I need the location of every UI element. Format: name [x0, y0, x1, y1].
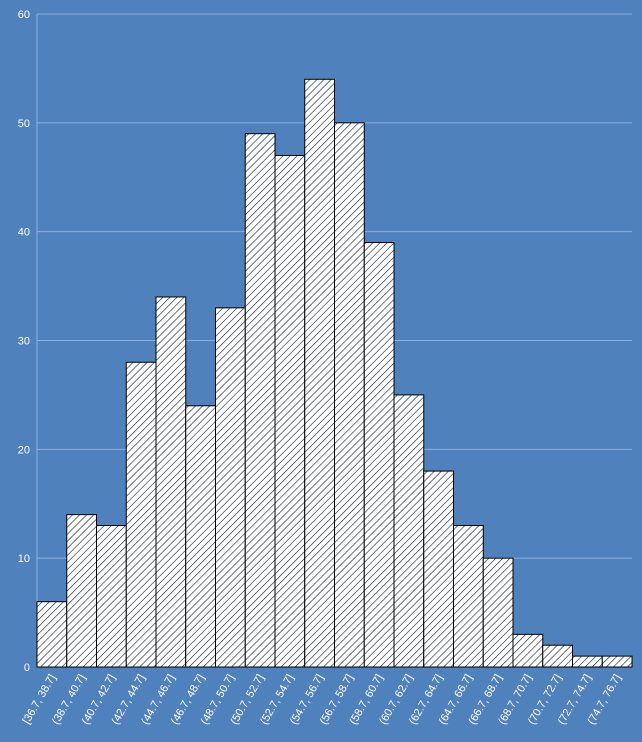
- histogram-bar: [512, 633, 544, 668]
- histogram-bar: [125, 361, 157, 668]
- y-tick-label: 0: [24, 662, 30, 674]
- histogram-bar: [155, 296, 187, 668]
- histogram-bar: [393, 394, 425, 668]
- histogram-bar: [274, 154, 306, 668]
- histogram-bar: [66, 514, 97, 668]
- histogram-bar: [334, 122, 365, 668]
- y-tick-label: 60: [18, 9, 30, 21]
- y-axis-ticks: 0 10 20 30 40 50 60: [18, 9, 30, 674]
- histogram-bar: [601, 655, 633, 668]
- histogram-bar: [304, 78, 335, 668]
- y-tick-label: 40: [18, 227, 30, 239]
- histogram-bar: [244, 133, 276, 668]
- y-tick-label: 20: [18, 444, 30, 456]
- histogram-bar: [363, 242, 395, 668]
- histogram-bar: [453, 525, 484, 668]
- y-tick-label: 10: [18, 553, 30, 565]
- y-tick-label: 30: [18, 336, 30, 348]
- bars: [36, 78, 633, 668]
- y-tick-label: 50: [18, 118, 30, 130]
- histogram-bar: [423, 470, 454, 668]
- histogram-bar: [572, 655, 603, 668]
- histogram-bar: [185, 405, 216, 668]
- histogram-bar: [36, 601, 68, 668]
- histogram-bar: [482, 557, 514, 668]
- x-axis-ticks: [36.7, 38.7](38.7, 40.7](40.7, 42.7](42.…: [21, 673, 624, 727]
- histogram-bar: [542, 644, 573, 668]
- histogram-bar: [96, 525, 127, 668]
- histogram-bar: [215, 307, 246, 668]
